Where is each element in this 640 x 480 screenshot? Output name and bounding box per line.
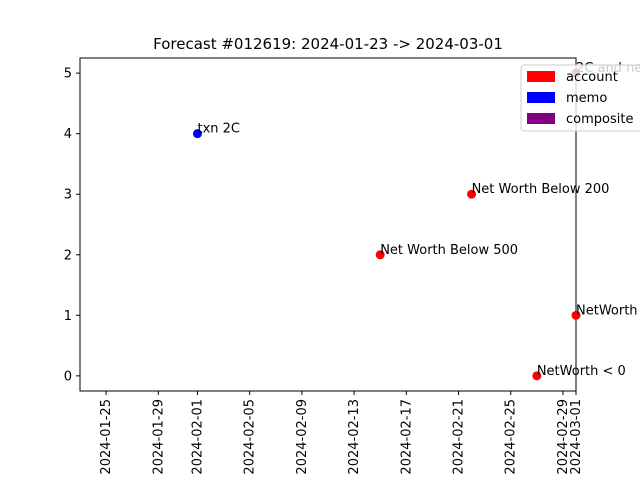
y-tick-label: 3 — [64, 188, 72, 203]
y-axis: 0 1 2 3 4 5 — [64, 67, 80, 384]
x-tick-label: 2024-02-17 — [399, 399, 414, 475]
legend-label-memo: memo — [566, 91, 607, 106]
x-tick-label: 2024-02-13 — [347, 399, 362, 475]
plot-area — [79, 57, 577, 392]
x-tick-label: 2024-01-29 — [151, 399, 166, 475]
x-tick-label: 2024-02-05 — [243, 399, 258, 475]
x-tick-label: 2024-02-25 — [504, 399, 519, 475]
x-tick-label: 2024-02-09 — [295, 399, 310, 475]
legend-swatch-account — [527, 71, 555, 82]
point-label: txn 2C — [197, 122, 240, 137]
x-tick-label: 2024-02-29 — [556, 399, 571, 475]
legend-label-account: account — [566, 70, 618, 85]
data-point-memo — [192, 129, 202, 139]
legend-swatch-memo — [527, 92, 555, 103]
x-tick-label: 2024-02-21 — [452, 399, 467, 475]
chart-title: Forecast #012619: 2024-01-23 -> 2024-03-… — [153, 35, 503, 53]
y-tick-label: 2 — [64, 248, 72, 263]
axes-frame — [79, 57, 577, 392]
y-tick-label: 0 — [64, 369, 72, 384]
x-tick-label: 2024-01-25 — [99, 399, 114, 475]
y-tick-label: 4 — [64, 127, 72, 142]
data-point-account — [532, 371, 542, 381]
point-label: Net Worth Below 500 — [380, 243, 518, 258]
point-label: Net Worth Below 200 — [472, 182, 610, 197]
x-tick-label: 2024-02-01 — [190, 399, 205, 475]
y-tick-label: 5 — [64, 67, 72, 82]
x-tick-label: 2024-03-01 — [569, 399, 584, 475]
data-point-account — [467, 189, 477, 199]
legend-label-composite: composite — [566, 112, 633, 127]
data-point-account — [571, 310, 581, 320]
point-label: NetWorth — [576, 303, 638, 318]
x-axis: 2024-01-25 2024-01-29 2024-02-01 2024-02-05… — [99, 391, 584, 475]
point-label: NetWorth < 0 — [537, 364, 626, 379]
data-point-account — [375, 250, 385, 260]
legend-swatch-composite — [527, 113, 555, 124]
legend: account memo composite — [520, 64, 640, 132]
y-tick-label: 1 — [64, 309, 72, 324]
